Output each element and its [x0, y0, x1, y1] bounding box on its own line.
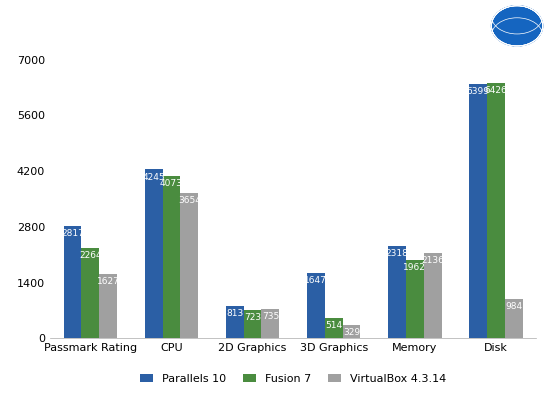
Bar: [505, 299, 523, 338]
Bar: [145, 169, 163, 338]
Text: 3654: 3654: [178, 196, 201, 205]
Legend: Parallels 10, Fusion 7, VirtualBox 4.3.14: Parallels 10, Fusion 7, VirtualBox 4.3.1…: [135, 369, 451, 388]
Bar: [64, 226, 81, 338]
Bar: [81, 248, 99, 338]
Text: 735: 735: [262, 312, 279, 321]
Text: 813: 813: [226, 309, 243, 318]
Circle shape: [492, 6, 542, 46]
Text: 723: 723: [244, 313, 261, 322]
Bar: [163, 176, 180, 338]
Text: 6399: 6399: [467, 87, 489, 96]
Text: 4073: 4073: [160, 179, 183, 188]
Bar: [342, 325, 361, 338]
Bar: [424, 253, 441, 338]
Text: 2136: 2136: [421, 256, 444, 265]
Bar: [406, 260, 424, 338]
Text: 2264: 2264: [79, 252, 102, 260]
Text: 1647: 1647: [304, 276, 327, 285]
Bar: [262, 309, 279, 338]
Text: 2014 Virtualization Benchmark Showdown: 2014 Virtualization Benchmark Showdown: [11, 14, 308, 27]
Bar: [325, 318, 342, 338]
Text: 2817: 2817: [61, 229, 84, 238]
Bar: [388, 246, 406, 338]
Text: 1962: 1962: [403, 263, 426, 272]
Bar: [469, 84, 487, 338]
Text: 984: 984: [505, 302, 522, 311]
Bar: [180, 193, 198, 338]
Text: Passmark Performance Test 8.0: Passmark Performance Test 8.0: [11, 35, 221, 48]
Bar: [307, 273, 325, 338]
Bar: [487, 82, 505, 338]
Bar: [226, 306, 244, 338]
Bar: [244, 310, 262, 338]
Text: 514: 514: [325, 321, 342, 330]
Bar: [99, 273, 117, 338]
Text: 2318: 2318: [385, 249, 408, 258]
Text: 1627: 1627: [97, 277, 119, 286]
Text: 4245: 4245: [142, 173, 165, 181]
Text: 329: 329: [343, 328, 360, 338]
Text: 6426: 6426: [484, 86, 507, 95]
